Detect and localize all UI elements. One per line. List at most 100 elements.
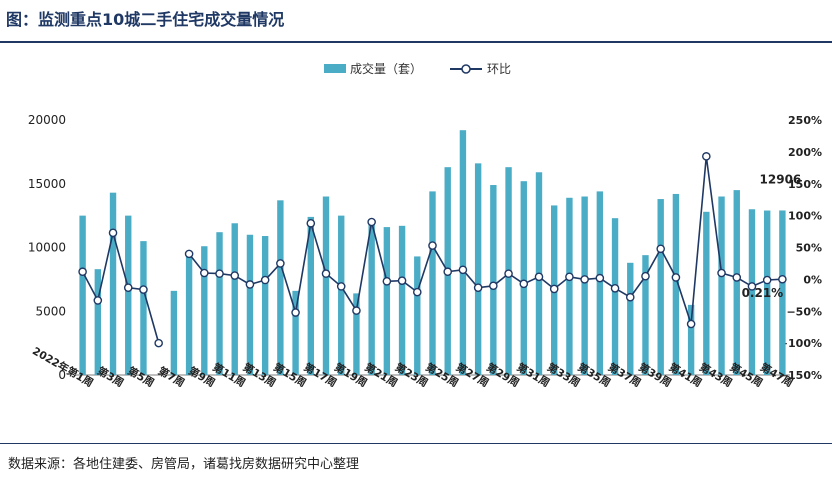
mom-point xyxy=(778,274,787,284)
mom-point xyxy=(215,269,224,278)
mom-point xyxy=(291,308,300,317)
legend: 成交量（套） 环比 xyxy=(324,61,511,76)
mom-point xyxy=(458,265,468,275)
volume-bar xyxy=(368,224,375,375)
volume-bar xyxy=(566,197,573,375)
mom-point xyxy=(367,217,376,227)
mom-point xyxy=(200,268,209,278)
mom-point xyxy=(352,306,361,315)
volume-bar xyxy=(201,246,208,375)
right-tick-label: 250% xyxy=(788,114,822,127)
last-volume-label: 12906 xyxy=(760,172,802,186)
volume-bar xyxy=(490,185,497,375)
last-mom-label: 0.21% xyxy=(742,286,784,300)
mom-point xyxy=(732,273,742,282)
source-note: 数据来源：各地住建委、房管局，诸葛找房数据研究中心整理 xyxy=(8,457,360,472)
volume-bar xyxy=(687,304,695,375)
right-tick-label: 100% xyxy=(788,210,822,223)
mom-point xyxy=(702,152,711,161)
volume-bar xyxy=(353,293,360,375)
mom-point xyxy=(656,244,665,254)
volume-bar xyxy=(718,196,725,375)
volume-bar xyxy=(611,218,619,375)
volume-bar xyxy=(627,262,634,375)
left-tick-label: 5000 xyxy=(35,304,66,318)
legend-line-label: 环比 xyxy=(487,62,511,76)
volume-bar xyxy=(246,234,254,375)
mom-point xyxy=(108,228,118,238)
left-tick-label: 10000 xyxy=(28,241,66,255)
volume-bar xyxy=(657,199,664,375)
volume-bar xyxy=(520,181,527,375)
volume-bar xyxy=(429,191,436,375)
mom-point xyxy=(412,287,422,297)
volume-bar xyxy=(672,193,680,375)
left-tick-label: 15000 xyxy=(28,177,66,191)
volume-bar xyxy=(581,196,588,375)
right-axis: −150% −100% −50% 0% 50% 100% 150% 200% 250% xyxy=(779,114,822,382)
mom-point xyxy=(534,272,544,282)
mom-point xyxy=(123,283,133,292)
mom-line xyxy=(81,156,783,344)
right-tick-label: −100% xyxy=(779,337,822,350)
right-tick-label: 200% xyxy=(788,146,822,159)
title-divider xyxy=(0,41,832,43)
mom-point xyxy=(139,285,148,294)
mom-point xyxy=(78,267,87,277)
mom-point xyxy=(473,283,483,292)
volume-bar xyxy=(109,192,117,375)
volume-bar xyxy=(125,215,132,375)
legend-bar-label: 成交量（套） xyxy=(350,61,422,76)
mom-point xyxy=(641,271,650,281)
mom-point xyxy=(260,275,270,285)
volume-bar xyxy=(733,190,740,375)
mom-point xyxy=(489,281,498,291)
mom-point xyxy=(397,276,407,285)
mom-point xyxy=(565,272,574,282)
volume-bar xyxy=(642,255,649,375)
volume-bar xyxy=(779,210,786,375)
mom-point xyxy=(504,269,513,278)
volume-bar xyxy=(216,232,223,375)
mom-point xyxy=(549,284,559,294)
mom-point xyxy=(245,280,255,289)
mom-point xyxy=(306,218,316,228)
mom-point xyxy=(184,249,194,259)
volume-bar xyxy=(277,200,284,375)
volume-bar xyxy=(140,241,147,375)
source-divider xyxy=(0,443,832,444)
volume-bar xyxy=(596,191,604,375)
mom-point xyxy=(321,269,331,278)
mom-points xyxy=(78,152,787,348)
volume-bar xyxy=(170,290,178,375)
volume-chart: 0 5000 10000 15000 20000 −150% −100% −50% 0% 50%… xyxy=(28,61,822,390)
right-tick-label: 0% xyxy=(803,273,822,286)
left-tick-label: 0 xyxy=(58,368,66,382)
right-tick-label: −50% xyxy=(786,305,822,318)
mom-point xyxy=(717,268,726,278)
volume-bar xyxy=(292,290,299,375)
chart-title: 图：监测重点10城二手住宅成交量情况 xyxy=(6,10,285,29)
volume-bar xyxy=(307,216,314,375)
volume-bar xyxy=(398,225,406,375)
left-tick-label: 20000 xyxy=(28,113,66,127)
right-tick-label: 150% xyxy=(788,178,822,191)
mom-point xyxy=(382,276,392,286)
mom-point xyxy=(443,267,453,277)
volume-bar xyxy=(383,227,391,375)
volume-bar xyxy=(474,163,482,375)
volume-bar xyxy=(79,215,86,375)
volume-bar xyxy=(763,210,771,375)
mom-point xyxy=(230,271,240,280)
right-tick-label: 50% xyxy=(796,242,822,255)
mom-point xyxy=(747,282,757,291)
left-axis: 0 5000 10000 15000 20000 xyxy=(28,113,66,382)
volume-bar xyxy=(748,209,756,375)
volume-bar xyxy=(94,269,102,375)
mom-point xyxy=(580,275,589,284)
mom-point xyxy=(519,279,529,289)
mom-point xyxy=(625,292,635,302)
volume-bar xyxy=(414,256,421,375)
right-tick-label: −150% xyxy=(779,369,822,382)
mom-point xyxy=(428,241,437,250)
